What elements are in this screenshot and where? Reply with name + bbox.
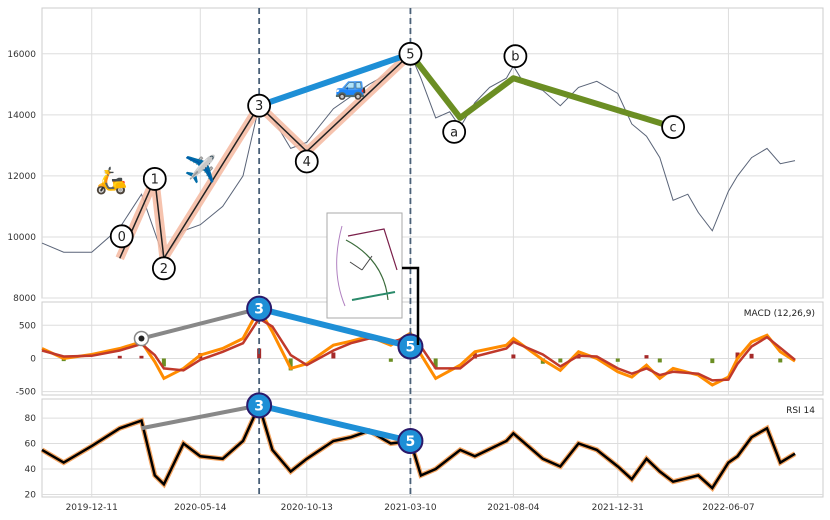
x-tick-label: 2020-05-14: [174, 503, 227, 513]
wave-label-b: b: [511, 50, 519, 65]
panel-rsi: [41, 398, 824, 498]
y-tick-label: 8000: [13, 294, 36, 304]
y-tick-label: 0: [30, 354, 36, 364]
macd-histogram-bar: [615, 358, 620, 362]
x-tick-label: 2021-12-31: [592, 503, 644, 513]
wave-label-circle: [294, 149, 319, 174]
rsi-line: [41, 401, 796, 491]
signal-line: [41, 316, 796, 382]
wave-label-circle: [661, 115, 686, 139]
y-tick-label: -500: [16, 388, 37, 398]
macd-divergence-gray: [140, 306, 260, 341]
macd-histogram-bar: [161, 358, 166, 367]
correction-wave-line: [408, 51, 674, 130]
macd-badge-circle: [397, 333, 424, 360]
macd-divergence-blue: [258, 305, 412, 350]
y-tick-label: 20: [25, 490, 37, 500]
macd-badge-5: 5: [406, 340, 416, 356]
macd-histogram-bar: [710, 358, 715, 364]
macd-histogram-bar: [749, 353, 754, 359]
x-tick-label: 2021-08-04: [487, 503, 540, 513]
rsi-badge-3: 3: [254, 398, 264, 414]
macd-line: [41, 305, 796, 387]
macd-histogram-bar: [433, 358, 438, 369]
macd-histogram-bar: [735, 352, 740, 359]
macd-histogram-bar: [139, 355, 144, 359]
macd-badge-circle: [246, 295, 273, 322]
rsi-badge-5: 5: [406, 434, 416, 450]
inset-thumbnail: [326, 212, 420, 345]
car-emoji: 🚙: [335, 71, 367, 101]
wave-label-c: c: [670, 121, 677, 136]
x-tick-label: 2019-12-11: [66, 503, 118, 513]
macd-badge-3: 3: [254, 302, 264, 318]
y-tick-label: 16000: [7, 50, 36, 60]
scooter-emoji: 🛵: [95, 166, 127, 196]
macd-histogram-bar: [657, 358, 662, 363]
wave-label-circle: [503, 44, 528, 69]
macd-histogram-bar: [778, 358, 783, 363]
y-tick-label: 14000: [7, 111, 36, 121]
trend-line-3-5: [258, 50, 412, 109]
macd-histogram-bar: [288, 358, 293, 371]
macd-histogram-bar: [331, 352, 336, 359]
y-tick-label: 80: [25, 414, 37, 424]
panel-title: RSI 14: [786, 406, 815, 416]
wave-label-a: a: [450, 125, 458, 140]
y-tick-label: 40: [25, 465, 37, 475]
wave-label-circle: [142, 167, 167, 191]
rsi-badge-circle: [246, 392, 273, 419]
panel-title: MACD (12,26,9): [744, 309, 815, 319]
y-tick-label: 60: [25, 440, 37, 450]
x-tick-label: 2020-10-13: [281, 503, 333, 513]
y-tick-label: 12000: [7, 172, 36, 182]
wave-label-2: 2: [160, 262, 168, 277]
rsi-divergence-blue: [258, 402, 412, 444]
rsi-badge-circle: [397, 428, 424, 454]
wave-label-circle: [109, 224, 134, 249]
macd-histogram-bar: [644, 355, 649, 359]
wave-label-1: 1: [151, 172, 159, 187]
wave-label-5: 5: [406, 47, 414, 62]
macd-histogram-bar: [117, 355, 122, 359]
x-tick-label: 2022-06-07: [702, 503, 754, 513]
wave-label-circle: [442, 119, 467, 144]
rsi-divergence-gray: [141, 403, 260, 431]
macd-divergence-dot-center: [138, 335, 145, 342]
macd-histogram-bar: [511, 354, 516, 359]
wave-label-4: 4: [303, 155, 311, 170]
wave-label-circle: [398, 41, 423, 66]
wave-label-0: 0: [118, 230, 126, 245]
wave-label-circle: [247, 93, 272, 118]
y-tick-label: 500: [19, 321, 36, 331]
panel-macd: [41, 301, 824, 396]
macd-histogram-bar: [388, 358, 393, 362]
macd-histogram-bar: [558, 358, 563, 363]
wave-label-circle: [151, 256, 176, 281]
wave-label-3: 3: [255, 99, 263, 114]
x-tick-label: 2021-03-10: [384, 503, 437, 513]
impulse-wave-line: [119, 53, 411, 261]
plane-emoji: ✈️: [184, 153, 216, 185]
y-tick-label: 10000: [7, 233, 36, 243]
